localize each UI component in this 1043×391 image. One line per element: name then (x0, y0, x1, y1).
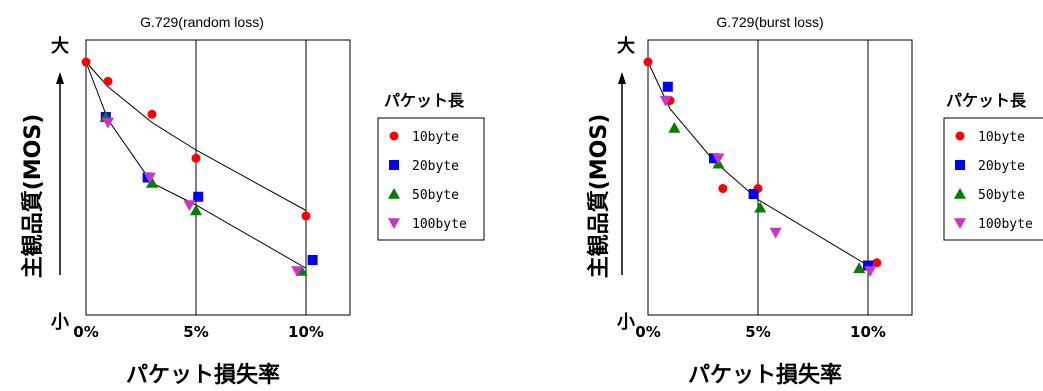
chart2-point-100byte-3 (864, 266, 877, 277)
chart2-x-tick-1: 5% (745, 323, 770, 341)
chart1-legend-label-100byte: 100byte (412, 217, 467, 232)
chart2-point-10byte-4 (872, 258, 882, 268)
chart1-point-10byte-2 (147, 109, 157, 119)
chart2-legend-marker-100byte (954, 218, 966, 229)
chart1-point-100byte-0 (102, 117, 114, 129)
chart1-legend-title: パケット長 (384, 91, 465, 110)
chart1-legend-label-20byte: 20byte (412, 159, 459, 174)
chart2-point-50byte-3 (853, 262, 866, 274)
chart1-y-bottom-label: 小 (51, 312, 69, 333)
chart1-point-10byte-1 (103, 76, 113, 86)
chart1-y-arrow-head (56, 72, 64, 84)
chart2-point-20byte-1 (709, 153, 719, 164)
chart1-x-axis-label: パケット損失率 (126, 362, 280, 388)
chart2-point-10byte-2 (718, 184, 728, 193)
chart2-y-axis-label: 主観品質(MOS) (586, 114, 612, 279)
chart2-legend-label-50byte: 50byte (978, 188, 1025, 203)
chart1-plot: 0% 5% 10% (56, 39, 351, 341)
chart2-legend-marker-10byte (955, 131, 965, 141)
chart2-legend-marker-20byte (955, 160, 965, 170)
chart2-y-bottom-label: 小 (617, 312, 635, 333)
chart2-point-100byte-1 (712, 153, 725, 165)
chart1-y-top-label: 大 (51, 35, 69, 57)
chart2-plot: 0% 5% 10% (618, 39, 913, 341)
chart1-trend-line-0 (85, 61, 307, 211)
chart1-plot-frame (85, 39, 351, 316)
chart2-point-100byte-2 (769, 227, 782, 239)
chart2-x-tick-2: 10% (850, 323, 886, 341)
chart1-point-20byte-2 (193, 191, 204, 202)
chart2-legend-label-100byte: 100byte (978, 217, 1033, 232)
chart2-point-10byte-0 (643, 57, 653, 67)
chart2-point-20byte-2 (748, 189, 759, 199)
chart2-legend-title: パケット長 (946, 91, 1027, 110)
chart1-legend: 10byte 20byte 50byte 100byte (377, 117, 485, 241)
chart2-legend-marker-50byte (954, 188, 966, 199)
chart1-point-10byte-0 (81, 57, 91, 67)
chart1-title: G.729(random loss) (140, 14, 264, 30)
chart1-point-50byte-2 (190, 204, 202, 216)
chart2-legend: 10byte 20byte 50byte 100byte (943, 117, 1043, 241)
chart2-y-top-label: 大 (617, 35, 635, 57)
chart1-point-50byte-1 (146, 177, 158, 188)
chart1-point-10byte-3 (191, 153, 201, 163)
chart2-point-100byte-0 (659, 95, 672, 107)
chart1-point-100byte-2 (183, 200, 196, 211)
chart1-point-20byte-3 (307, 255, 318, 265)
chart1-x-tick-2: 10% (288, 323, 324, 341)
chart2-y-arrow-head (618, 72, 626, 84)
chart1-legend-label-50byte: 50byte (412, 188, 459, 203)
chart2-plot-frame (647, 39, 913, 316)
chart2-x-axis-label: パケット損失率 (688, 362, 842, 388)
chart2-point-20byte-0 (662, 81, 673, 92)
chart1-x-tick-0: 0% (73, 323, 98, 341)
chart1-legend-marker-100byte (388, 218, 400, 229)
chart1-legend-marker-20byte (389, 160, 399, 170)
chart2-x-tick-0: 0% (635, 323, 660, 341)
chart1-legend-marker-50byte (388, 188, 400, 199)
chart1-legend-marker-10byte (389, 131, 399, 141)
chart1-point-10byte-4 (301, 211, 311, 221)
chart1-point-100byte-3 (291, 266, 304, 277)
chart1-x-tick-1: 5% (183, 323, 208, 341)
chart1-legend-label-10byte: 10byte (412, 130, 459, 145)
chart2-point-20byte-3 (863, 260, 873, 271)
chart2-legend-label-10byte: 10byte (978, 130, 1025, 145)
chart1-y-axis-label: 主観品質(MOS) (20, 114, 46, 279)
chart2-title: G.729(burst loss) (716, 14, 823, 30)
chart1-point-100byte-1 (143, 172, 156, 184)
chart2-point-50byte-2 (754, 201, 767, 213)
chart2-point-50byte-0 (668, 122, 681, 133)
chart2-legend-label-20byte: 20byte (978, 159, 1025, 174)
